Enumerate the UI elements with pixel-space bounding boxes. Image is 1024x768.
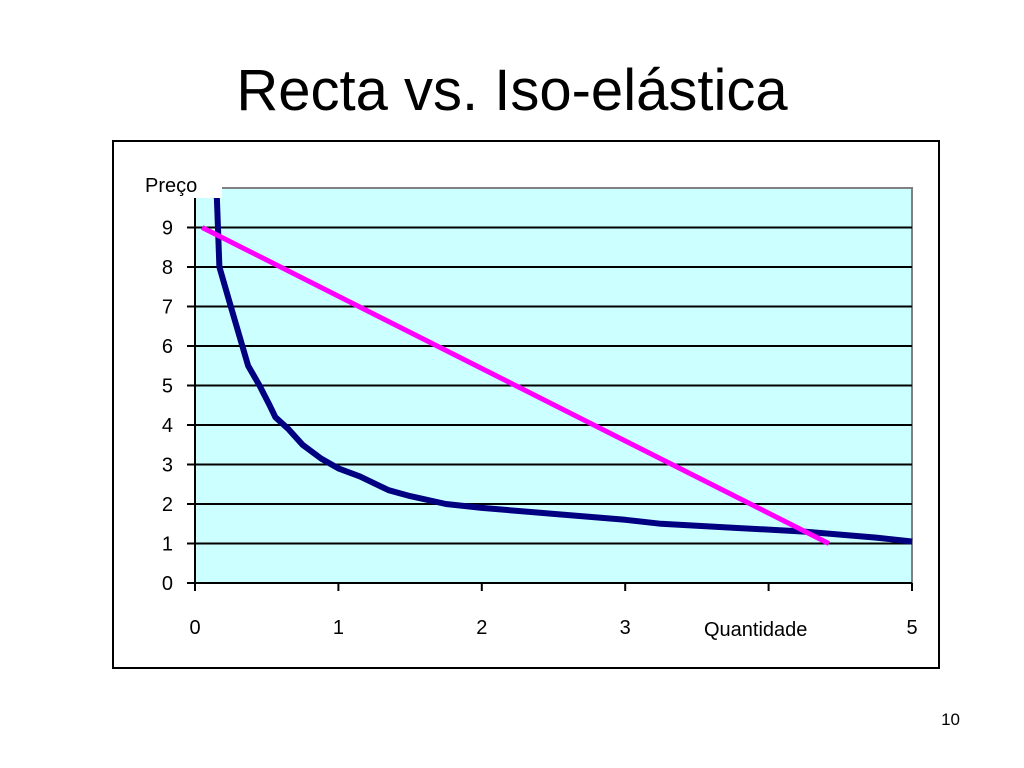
y-tick-label-4: 4: [162, 415, 173, 437]
y-axis-label: Preço: [145, 175, 197, 197]
y-tick-label-8: 8: [162, 257, 173, 279]
y-tick-label-5: 5: [162, 376, 173, 398]
y-tick-label-9: 9: [162, 218, 173, 240]
y-tick-label-3: 3: [162, 455, 173, 477]
line-chart: 0 1 2 3 4 5 6 7 8 9 0 1 2 3 5 Quantidade Preço: [142, 168, 918, 641]
y-tick-label-0: 0: [162, 573, 173, 595]
series-line-1: [213, 187, 913, 545]
x-tick-label-0: 0: [189, 617, 200, 639]
y-axis-label-background: [142, 168, 222, 198]
y-tick-label-1: 1: [162, 534, 173, 556]
x-tick-label-1: 1: [333, 617, 344, 639]
y-tick-label-7: 7: [162, 297, 173, 319]
slide-title: Recta vs. Iso-elástica: [236, 58, 788, 123]
x-tick-label-3: 3: [620, 617, 631, 639]
y-tick-label-6: 6: [162, 336, 173, 358]
page-number: 10: [941, 710, 960, 729]
chart-frame: 0 1 2 3 4 5 6 7 8 9 0 1 2 3 5 Quantidade Preço: [112, 140, 940, 669]
series-line-2: [201, 225, 830, 546]
x-tick-label-2: 2: [476, 617, 487, 639]
x-axis-label: Quantidade: [704, 619, 807, 641]
x-tick-label-5: 5: [906, 617, 917, 639]
y-tick-label-2: 2: [162, 494, 173, 516]
